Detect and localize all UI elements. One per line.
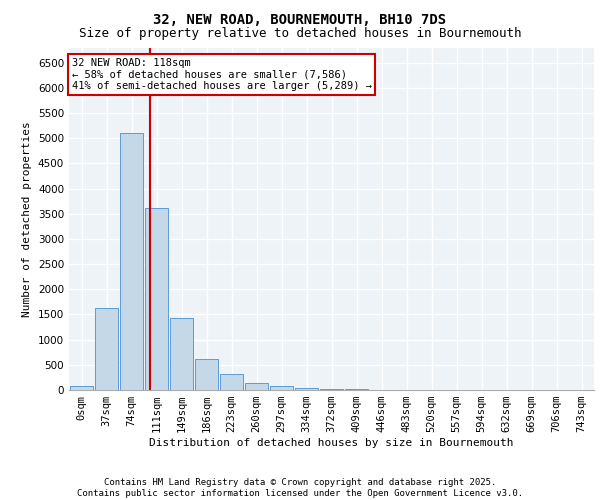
Bar <box>295 388 318 390</box>
Bar <box>220 374 243 390</box>
Bar <box>170 318 193 390</box>
Bar <box>245 382 268 390</box>
Text: Contains HM Land Registry data © Crown copyright and database right 2025.
Contai: Contains HM Land Registry data © Crown c… <box>77 478 523 498</box>
Text: Size of property relative to detached houses in Bournemouth: Size of property relative to detached ho… <box>79 28 521 40</box>
Text: 32 NEW ROAD: 118sqm
← 58% of detached houses are smaller (7,586)
41% of semi-det: 32 NEW ROAD: 118sqm ← 58% of detached ho… <box>71 58 371 91</box>
Bar <box>95 308 118 390</box>
Text: 32, NEW ROAD, BOURNEMOUTH, BH10 7DS: 32, NEW ROAD, BOURNEMOUTH, BH10 7DS <box>154 12 446 26</box>
Bar <box>120 133 143 390</box>
Bar <box>270 386 293 390</box>
Bar <box>195 359 218 390</box>
Bar <box>70 386 93 390</box>
Bar <box>320 389 343 390</box>
Bar <box>145 208 168 390</box>
X-axis label: Distribution of detached houses by size in Bournemouth: Distribution of detached houses by size … <box>149 438 514 448</box>
Y-axis label: Number of detached properties: Number of detached properties <box>22 121 32 316</box>
